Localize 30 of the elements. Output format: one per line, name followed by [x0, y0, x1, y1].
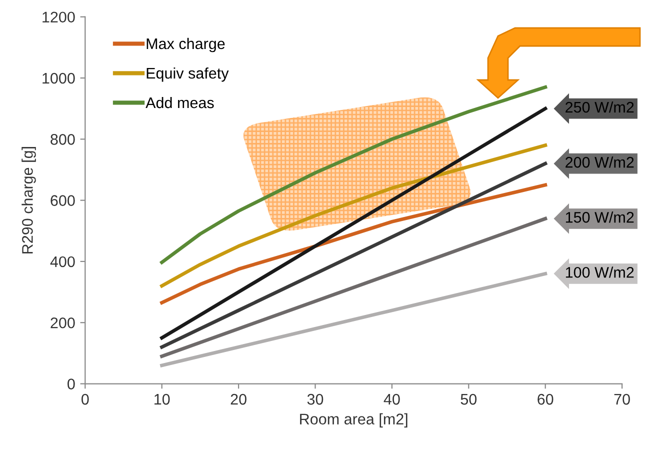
line-series [160, 144, 548, 288]
y-tick-label: 800 [50, 134, 75, 145]
line-series [160, 216, 548, 358]
x-tick-label: 60 [538, 394, 554, 405]
x-tick-label: 30 [307, 394, 324, 405]
y-tick-label: 200 [50, 317, 75, 328]
annotation: 200 W/m2 [566, 156, 634, 168]
x-tick-label: 50 [460, 394, 477, 405]
y-axis-title: R290 charge [g] [22, 147, 36, 254]
x-tick-label: 40 [384, 394, 400, 405]
line-series [160, 162, 548, 349]
annotation: 100 W/m2 [566, 266, 634, 278]
y-tick-label: 600 [50, 195, 75, 206]
x-tick-label: 20 [230, 394, 246, 405]
y-tick-label: 1200 [42, 12, 75, 23]
annotation: 150 W/m2 [566, 212, 634, 223]
legend-label: Equiv safety [146, 67, 229, 82]
x-tick-label: 70 [614, 394, 630, 405]
line-series [160, 272, 548, 368]
y-tick-label: 1000 [42, 72, 75, 84]
x-axis-title: Room area [m2] [300, 413, 408, 428]
y-tick-label: 0 [68, 378, 75, 390]
legend-label: Add meas [146, 96, 214, 108]
y-tick-label: 400 [50, 256, 75, 268]
x-tick-label: 0 [82, 394, 89, 405]
line-series [160, 106, 548, 340]
annotation: 250 W/m2 [566, 101, 634, 113]
x-tick-label: 10 [154, 394, 170, 405]
line-series [160, 183, 548, 304]
legend-label: Max charge [146, 38, 225, 52]
